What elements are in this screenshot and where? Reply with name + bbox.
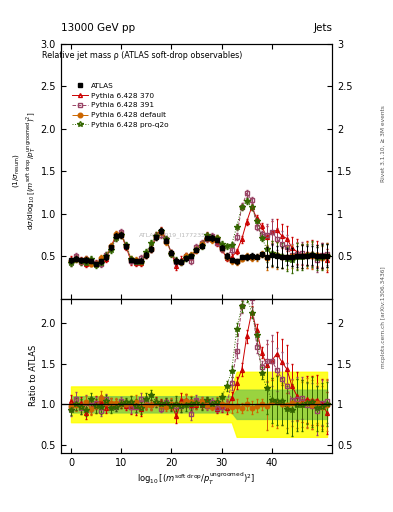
Y-axis label: $(1/\sigma_{\rm resum})$
${\rm d}\sigma/{\rm d}\log_{10}[(m^{\rm soft\ drop}/p_T: $(1/\sigma_{\rm resum})$ ${\rm d}\sigma/… (11, 112, 38, 230)
Legend: ATLAS, Pythia 6.428 370, Pythia 6.428 391, Pythia 6.428 default, Pythia 6.428 pr: ATLAS, Pythia 6.428 370, Pythia 6.428 39… (70, 80, 171, 130)
Y-axis label: Ratio to ATLAS: Ratio to ATLAS (29, 345, 38, 407)
Text: 13000 GeV pp: 13000 GeV pp (61, 23, 135, 33)
Text: mcplots.cern.ch [arXiv:1306.3436]: mcplots.cern.ch [arXiv:1306.3436] (381, 267, 386, 368)
Text: Relative jet mass ρ (ATLAS soft-drop observables): Relative jet mass ρ (ATLAS soft-drop obs… (42, 51, 242, 60)
Text: ATLAS_2019_I1772352: ATLAS_2019_I1772352 (139, 232, 210, 238)
Text: Jets: Jets (313, 23, 332, 33)
Text: Rivet 3.1.10, ≥ 3M events: Rivet 3.1.10, ≥ 3M events (381, 105, 386, 182)
X-axis label: $\log_{10}[(m^{\rm soft\ drop}/p_T^{\rm ungroomed})^2]$: $\log_{10}[(m^{\rm soft\ drop}/p_T^{\rm … (138, 471, 255, 487)
